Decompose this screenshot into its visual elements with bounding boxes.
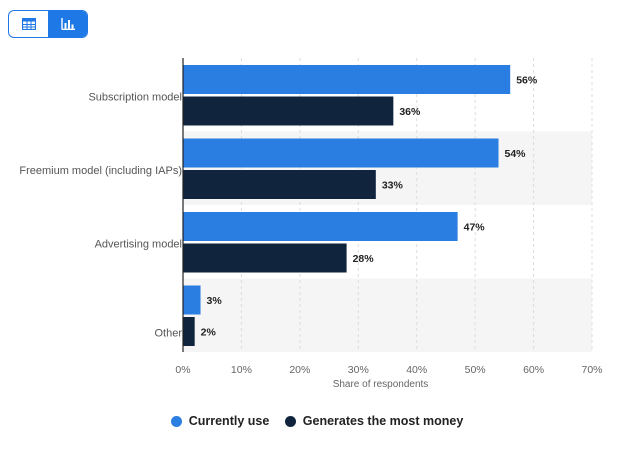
x-axis-title: Share of respondents: [333, 379, 429, 390]
category-label: Freemium model (including IAPs): [19, 165, 182, 177]
bar-currently-use: [183, 212, 458, 241]
bar-generates-most-money: [183, 96, 394, 126]
data-label: 36%: [399, 106, 421, 118]
bar-chart: 56% 36% Subscription model 54% 33% Freemium m…: [19, 58, 603, 390]
legend-label-generates-most-money: Generates the most money: [302, 414, 464, 428]
x-tick-label: 40%: [406, 364, 427, 376]
bar-currently-use: [183, 65, 511, 94]
bar-currently-use: [183, 285, 201, 315]
bar-generates-most-money: [183, 243, 347, 273]
category-label: Subscription model: [88, 92, 182, 104]
bar-chart-icon: [60, 18, 75, 30]
data-label: 28%: [353, 253, 375, 265]
data-label: 47%: [464, 222, 486, 234]
x-tick-label: 10%: [231, 364, 252, 376]
x-tick-label: 0%: [175, 364, 190, 376]
legend-item-currently-use[interactable]: Currently use: [170, 414, 270, 428]
table-view-button[interactable]: [9, 11, 48, 37]
category-label: Advertising model: [95, 239, 182, 251]
category-label: Other: [154, 328, 182, 340]
x-tick-label: 50%: [465, 364, 486, 376]
x-tick-label: 60%: [523, 364, 544, 376]
data-label: 3%: [207, 295, 223, 307]
chart-legend: Currently use Generates the most money: [0, 414, 634, 430]
legend-dot-currently-use: [170, 415, 182, 427]
row-band: [183, 278, 592, 352]
data-label: 2%: [201, 327, 217, 339]
legend-dot-generates-most-money: [284, 415, 296, 427]
data-label: 54%: [505, 148, 527, 160]
bar-generates-most-money: [183, 317, 195, 346]
bar-currently-use: [183, 138, 499, 168]
x-tick-label: 70%: [581, 364, 602, 376]
x-tick-label: 30%: [348, 364, 369, 376]
data-label: 56%: [516, 75, 538, 87]
legend-label-currently-use: Currently use: [188, 414, 270, 428]
view-toggle: [8, 10, 88, 38]
bar-generates-most-money: [183, 170, 376, 199]
data-label: 33%: [382, 180, 404, 192]
chart-view-button[interactable]: [48, 11, 87, 37]
table-icon: [21, 18, 36, 30]
legend-item-generates-most-money[interactable]: Generates the most money: [284, 414, 464, 428]
x-tick-label: 20%: [289, 364, 310, 376]
